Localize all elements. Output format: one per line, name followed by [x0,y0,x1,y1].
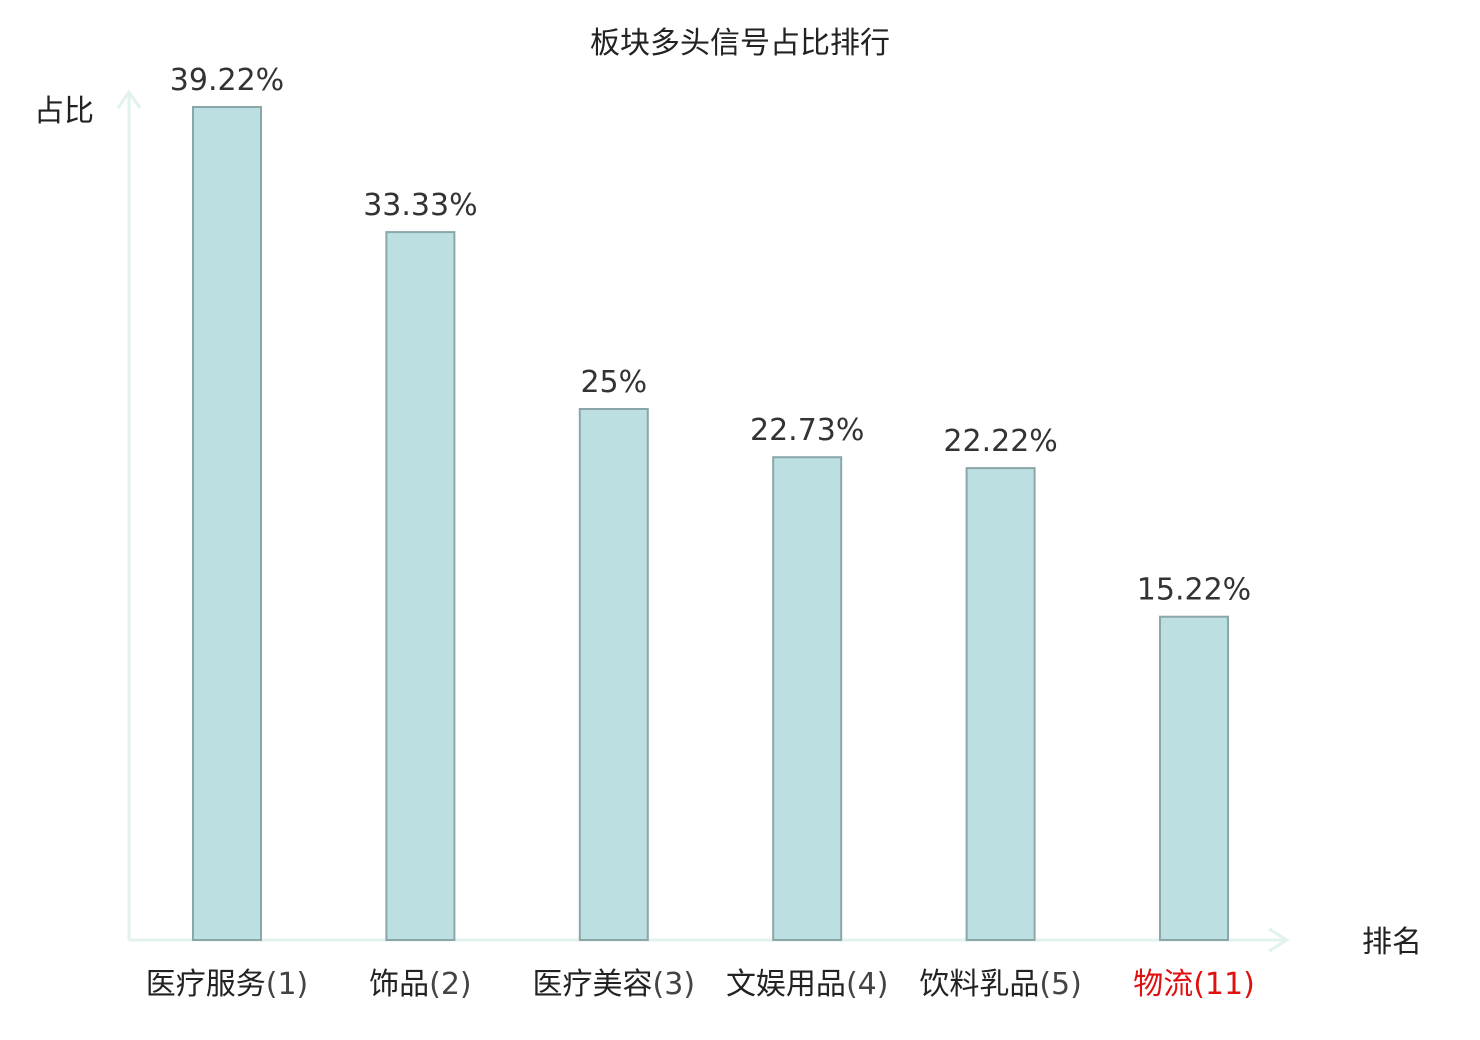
value-label-4: 22.73% [750,413,864,448]
value-label-2: 33.33% [363,188,477,223]
bar-1 [192,106,262,941]
value-label-1: 39.22% [170,63,284,98]
category-rank: (11) [1193,967,1255,1002]
category-label-4: 文娱用品(4) [726,967,889,1002]
bar-5 [965,467,1036,941]
value-labels-group: 39.22% 33.33% 25% 22.73% 22.22% 15.22% [170,63,1251,608]
category-name: 文娱用品 [726,967,846,1002]
category-rank: (3) [653,967,696,1002]
value-label-5: 22.22% [943,424,1057,459]
category-name: 饰品 [369,967,429,1002]
category-label-5: 饮料乳品(5) [919,967,1082,1002]
chart-title: 板块多头信号占比排行 [590,26,890,61]
category-name: 物流 [1133,967,1193,1002]
category-name: 医疗美容 [533,967,653,1002]
value-label-3: 25% [580,365,647,400]
bar-3 [578,408,649,941]
y-axis-label: 占比 [34,94,94,129]
y-axis-arrow-icon [116,89,142,109]
category-name: 饮料乳品 [919,967,1039,1002]
bar-4 [772,456,843,941]
bar-2 [385,231,456,942]
category-name: 医疗服务 [146,967,266,1002]
category-rank: (4) [846,967,889,1002]
category-label-6: 物流(11) [1133,967,1255,1002]
value-label-6: 15.22% [1137,573,1251,608]
category-rank: (5) [1039,967,1082,1002]
axes [116,89,1290,953]
bar-6 [1159,615,1229,941]
category-labels-group: 医疗服务(1) 饰品(2) 医疗美容(3) 文娱用品(4) 饮料乳品(5) 物流(11) [146,967,1255,1002]
category-rank: (2) [429,967,472,1002]
x-axis-label: 排名 [1362,925,1422,960]
category-label-3: 医疗美容(3) [533,967,696,1002]
bars-group [192,106,1229,942]
category-label-2: 饰品(2) [369,967,472,1002]
category-label-1: 医疗服务(1) [146,967,309,1002]
category-rank: (1) [266,967,309,1002]
x-axis-arrow-icon [1268,927,1290,953]
